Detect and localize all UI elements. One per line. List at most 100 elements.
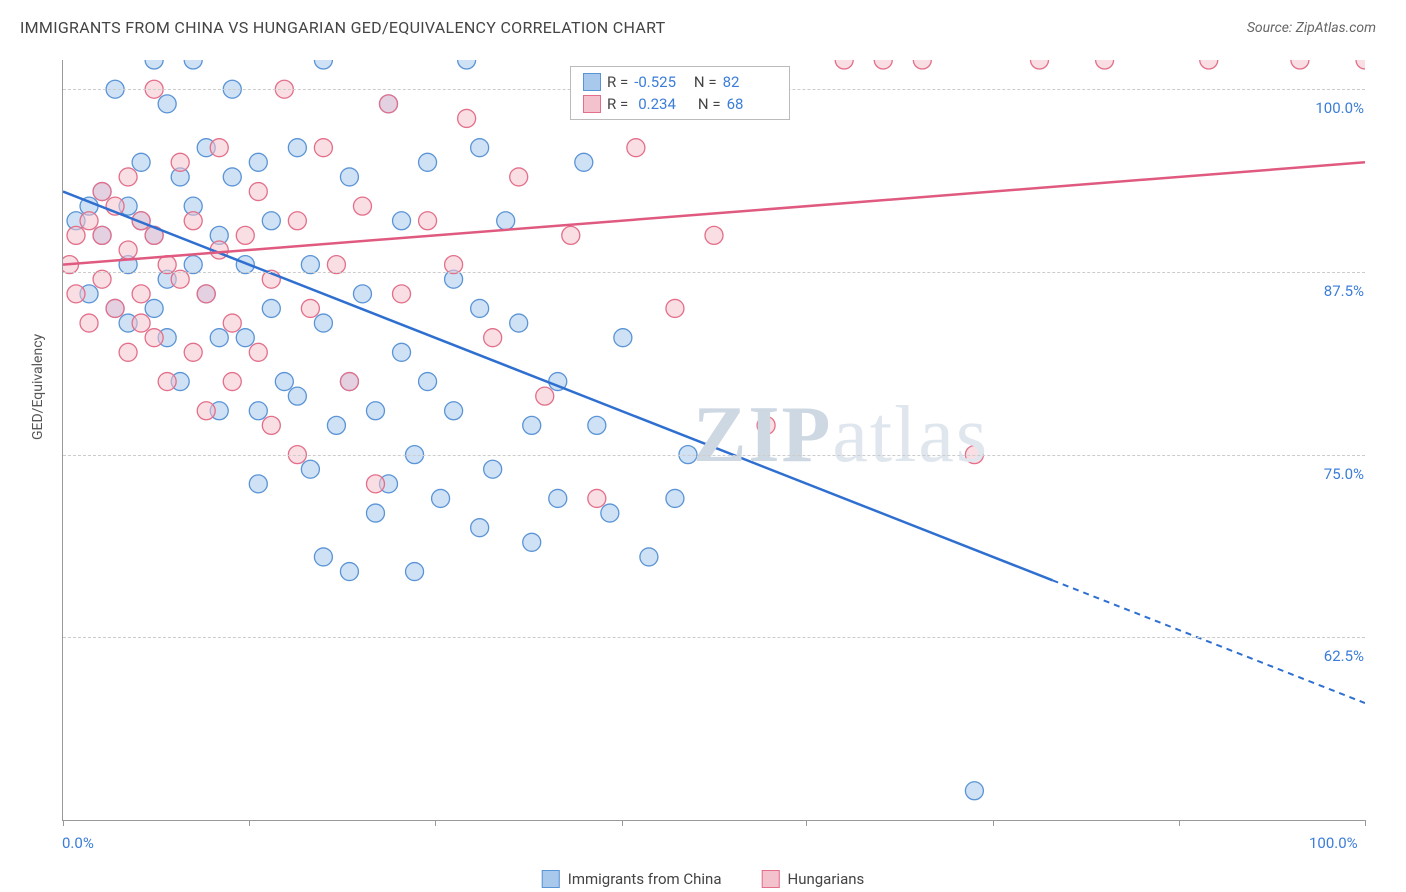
data-point (93, 226, 111, 244)
data-point (106, 299, 124, 317)
chart-title: IMMIGRANTS FROM CHINA VS HUNGARIAN GED/E… (20, 18, 665, 37)
data-point (262, 299, 280, 317)
data-point (874, 60, 892, 69)
legend-label-0: Immigrants from China (568, 870, 722, 888)
data-point (366, 504, 384, 522)
r-label: R = (607, 95, 628, 113)
data-point (119, 241, 137, 259)
data-point (484, 460, 502, 478)
data-point (210, 329, 228, 347)
data-point (393, 212, 411, 230)
data-point (249, 402, 267, 420)
x-tick (993, 820, 994, 826)
data-point (249, 475, 267, 493)
data-point (314, 548, 332, 566)
data-point (80, 212, 98, 230)
x-tick (63, 820, 64, 826)
data-point (249, 153, 267, 171)
data-point (67, 285, 85, 303)
data-point (601, 504, 619, 522)
r-value-0: -0.525 (634, 73, 684, 91)
data-point (132, 285, 150, 303)
data-point (184, 256, 202, 274)
data-point (705, 226, 723, 244)
data-point (497, 212, 515, 230)
data-point (965, 782, 983, 800)
data-point (419, 373, 437, 391)
n-value-0: 82 (723, 73, 773, 91)
data-point (197, 285, 215, 303)
data-point (145, 329, 163, 347)
data-point (340, 168, 358, 186)
data-point (184, 212, 202, 230)
data-point (640, 548, 658, 566)
data-point (340, 373, 358, 391)
data-point (458, 60, 476, 69)
data-point (627, 139, 645, 157)
data-point (913, 60, 931, 69)
y-tick-label: 100.0% (1304, 99, 1364, 117)
data-point (523, 533, 541, 551)
data-point (262, 416, 280, 434)
data-point (510, 314, 528, 332)
data-point (184, 60, 202, 69)
data-point (223, 314, 241, 332)
data-point (419, 212, 437, 230)
data-point (549, 489, 567, 507)
legend-item-0: Immigrants from China (542, 870, 722, 888)
x-tick (1179, 820, 1180, 826)
stats-legend: R = -0.525 N = 82 R = 0.234 N = 68 (570, 66, 790, 120)
source-label: Source: ZipAtlas.com (1247, 20, 1376, 36)
plot-area: ZIPatlas (62, 60, 1365, 821)
y-tick-label: 75.0% (1304, 465, 1364, 483)
y-axis-label: GED/Equivalency (30, 334, 46, 440)
x-tick (806, 820, 807, 826)
data-point (380, 95, 398, 113)
data-point (366, 475, 384, 493)
x-tick (249, 820, 250, 826)
data-point (366, 402, 384, 420)
data-point (236, 329, 254, 347)
x-tick (435, 820, 436, 826)
data-point (1200, 60, 1218, 69)
data-point (223, 168, 241, 186)
data-point (132, 153, 150, 171)
data-point (458, 109, 476, 127)
stats-row-0: R = -0.525 N = 82 (583, 71, 777, 93)
data-point (210, 139, 228, 157)
data-point (145, 60, 163, 69)
y-tick-label: 87.5% (1304, 282, 1364, 300)
bottom-legend: Immigrants from China Hungarians (542, 870, 865, 888)
data-point (1031, 60, 1049, 69)
data-point (119, 168, 137, 186)
data-point (406, 563, 424, 581)
data-point (471, 519, 489, 537)
data-point (262, 212, 280, 230)
swatch-pink (762, 870, 780, 888)
data-point (288, 139, 306, 157)
data-point (249, 343, 267, 361)
data-point (471, 299, 489, 317)
data-point (353, 197, 371, 215)
data-point (171, 270, 189, 288)
data-point (119, 343, 137, 361)
data-point (536, 387, 554, 405)
data-point (327, 256, 345, 274)
data-point (314, 139, 332, 157)
data-point (471, 139, 489, 157)
n-label: N = (694, 95, 720, 113)
data-point (301, 256, 319, 274)
scatter-svg (63, 60, 1365, 820)
y-tick-label: 62.5% (1304, 647, 1364, 665)
data-point (80, 314, 98, 332)
data-point (353, 285, 371, 303)
data-point (393, 285, 411, 303)
r-value-1: 0.234 (634, 95, 688, 113)
data-point (301, 299, 319, 317)
data-point (562, 226, 580, 244)
x-tick-label-max: 100.0% (1309, 834, 1358, 852)
data-point (588, 489, 606, 507)
stats-row-1: R = 0.234 N = 68 (583, 93, 777, 115)
data-point (327, 416, 345, 434)
data-point (158, 256, 176, 274)
